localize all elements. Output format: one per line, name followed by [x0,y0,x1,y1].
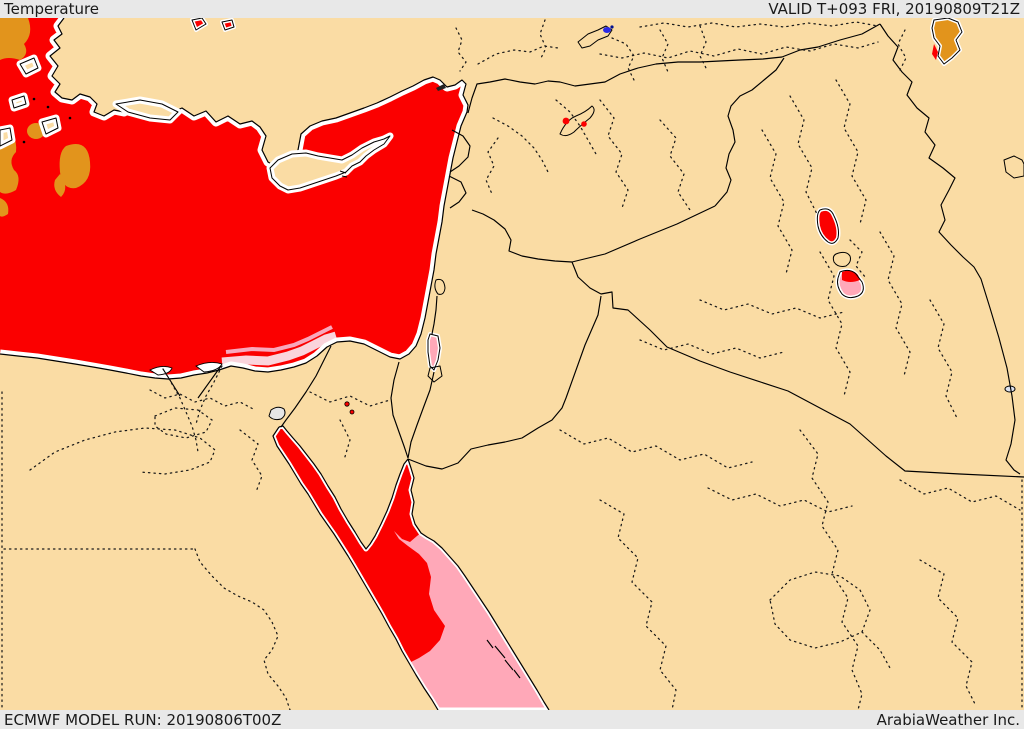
sea-of-galilee [434,278,446,295]
saudi-coast-features [486,639,521,679]
suez-canal [280,345,332,428]
map-title-label: Temperature [4,0,100,18]
bitter-lakes [344,401,355,415]
model-run-label: ECMWF MODEL RUN: 20190806T00Z [4,710,282,729]
mediterranean-coastline [0,17,469,380]
egypt-coastal-pink-band [225,325,333,354]
bottom-bar: ECMWF MODEL RUN: 20190806T00Z ArabiaWeat… [0,710,1024,729]
aegean-orange-blobs [0,18,91,217]
iskenderun-islet [436,84,446,91]
admin-dotted-borders [1,19,1023,711]
brand-label: ArabiaWeather Inc. [876,710,1020,729]
top-bar: Temperature VALID T+093 FRI, 20190809T21… [0,0,1024,18]
map-canvas [0,16,1024,711]
lake-urmia [930,16,964,66]
turkey-hot-lakes [190,16,236,32]
lake-tuz [577,25,614,49]
lake-qarun [268,406,286,421]
country-borders [162,23,1024,679]
lake-tharthar [815,206,841,246]
nile-river [194,548,291,711]
lake-razzaza [835,268,866,300]
valid-time-label: VALID T+093 FRI, 20190809T21Z [768,0,1020,18]
dead-sea [426,332,443,383]
lake-habbaniyah [832,251,851,267]
red-sea-warm-zone [394,531,549,710]
aegean-islands [0,54,446,150]
nile-delta-lagoons [149,361,223,376]
lake-assad [559,105,595,137]
cyprus-island [266,132,394,194]
iran-lake [1003,155,1024,179]
red-sea-coastline [272,425,550,711]
iran-border [879,23,1021,475]
egypt-coastal-pale-band [221,331,338,367]
